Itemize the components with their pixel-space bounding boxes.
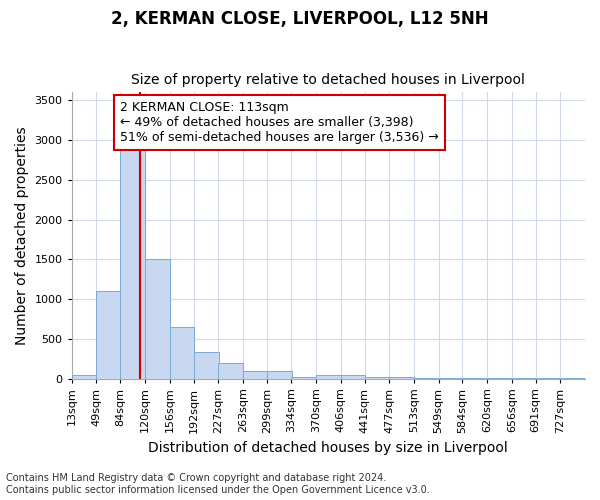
Bar	[120, 148, 145, 378]
Y-axis label: Number of detached properties: Number of detached properties	[15, 126, 29, 344]
Bar	[72, 374, 97, 378]
Bar	[218, 362, 243, 378]
Bar	[341, 374, 365, 378]
X-axis label: Distribution of detached houses by size in Liverpool: Distribution of detached houses by size …	[148, 441, 508, 455]
Title: Size of property relative to detached houses in Liverpool: Size of property relative to detached ho…	[131, 73, 525, 87]
Bar	[194, 352, 219, 378]
Bar	[97, 291, 121, 378]
Bar	[316, 374, 341, 378]
Bar	[145, 260, 170, 378]
Bar	[243, 370, 268, 378]
Text: Contains HM Land Registry data © Crown copyright and database right 2024.
Contai: Contains HM Land Registry data © Crown c…	[6, 474, 430, 495]
Bar	[268, 370, 292, 378]
Text: 2, KERMAN CLOSE, LIVERPOOL, L12 5NH: 2, KERMAN CLOSE, LIVERPOOL, L12 5NH	[111, 10, 489, 28]
Bar	[292, 377, 316, 378]
Bar	[365, 376, 389, 378]
Text: 2 KERMAN CLOSE: 113sqm
← 49% of detached houses are smaller (3,398)
51% of semi-: 2 KERMAN CLOSE: 113sqm ← 49% of detached…	[120, 101, 439, 144]
Bar	[170, 327, 194, 378]
Bar	[389, 377, 414, 378]
